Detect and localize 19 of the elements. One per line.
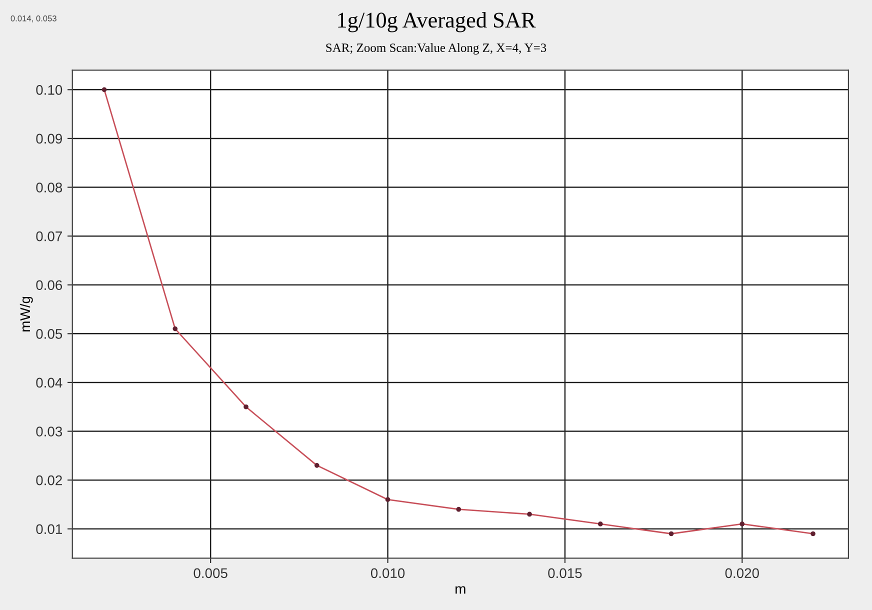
x-tick-label: 0.020 [725,568,759,578]
y-axis-title: mW/g [20,296,33,332]
y-tick-label: 0.08 [36,182,62,192]
y-tick-label: 0.05 [36,329,62,339]
y-tick-label: 0.01 [36,524,62,534]
y-tick-label: 0.06 [36,280,62,290]
y-tick-label: 0.02 [36,475,62,486]
x-tick-label: 0.005 [194,568,228,578]
text: 0.014, 0.053 [10,15,56,22]
x-tick-label: 0.010 [370,568,405,578]
y-tick-label: 0.10 [36,85,62,95]
chart-subtitle: SAR; Zoom Scan:Value Along Z, X=4, Y=3 [326,43,546,55]
y-tick-label: 0.04 [36,378,62,388]
y-tick-label: 0.07 [36,231,62,242]
chart-title: 1g/10g Averaged SAR [338,12,536,32]
x-tick-label: 0.015 [548,568,582,578]
y-tick-label: 0.09 [36,134,62,144]
y-tick-label: 0.03 [36,426,62,436]
x-axis-title: m [456,586,466,594]
